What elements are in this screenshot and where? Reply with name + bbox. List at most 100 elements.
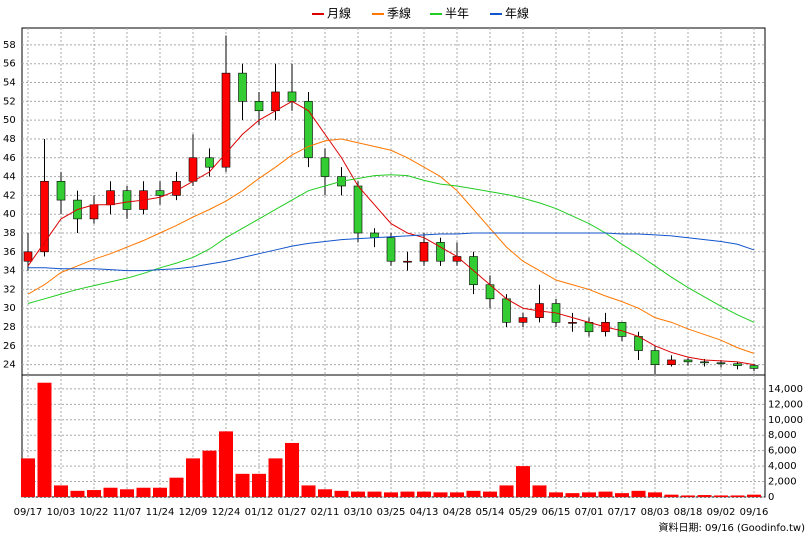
x-tick-label: 09/16 [740,507,769,518]
volume-bar [120,489,134,497]
y-tick-label: 8,000 [768,430,797,441]
y-tick-label: 0 [768,492,774,503]
x-tick-label: 11/24 [146,507,175,518]
x-tick-label: 07/01 [575,507,604,518]
volume-bar [37,382,52,497]
y-tick-label: 26 [3,341,16,352]
volume-bar [268,458,283,497]
volume-bar [153,487,167,497]
y-tick-label: 46 [3,153,16,164]
candle-body [386,237,396,262]
candle-body [40,180,49,253]
y-tick-label: 30 [3,303,16,314]
x-tick-label: 05/14 [476,507,505,518]
moving-average-line [28,232,755,272]
volume-bar [400,491,415,497]
volume-bar [169,477,184,497]
volume-bar [301,485,316,497]
y-tick-label: 54 [3,78,16,89]
volume-bar [549,492,563,497]
volume-bar [532,485,547,497]
x-tick-label: 08/18 [674,507,703,518]
x-tick-label: 11/07 [113,507,142,518]
candle-body [749,365,759,369]
y-tick-label: 40 [3,209,16,220]
volume-bar [54,485,68,497]
candle-body [518,317,528,323]
y-tick-label: 56 [3,59,16,70]
y-tick-label: 2,000 [768,477,797,488]
candle-body [617,322,627,337]
candle-body [419,242,429,262]
candle-body [683,359,693,363]
legend-label: 月線 [327,6,351,21]
volume-bar [648,492,662,497]
volume-bar [565,493,580,497]
y-tick-label: 12,000 [768,399,803,410]
y-tick-label: 44 [3,172,16,183]
x-tick-label: 07/17 [608,507,637,518]
candle-body [650,350,660,365]
candle-body [221,72,231,168]
x-tick-label: 01/12 [245,507,274,518]
volume-bar [747,494,761,497]
x-tick-label: 01/27 [278,507,307,518]
moving-average-line [27,138,755,354]
volume-bar [582,492,596,497]
x-tick-label: 06/15 [542,507,571,518]
candle-body [155,190,165,196]
volume-bar [417,491,431,497]
x-tick-label: 02/11 [311,507,340,518]
x-tick-label: 04/28 [443,507,472,518]
candle-body [320,157,330,177]
candle-body [106,190,115,206]
y-tick-label: 24 [3,360,16,371]
volume-bar [499,485,514,497]
volume-bar [483,491,497,497]
legend-label: 年線 [505,6,529,21]
volume-bar [103,487,118,497]
x-tick-label: 08/03 [641,507,670,518]
candle-body [188,157,198,182]
volume-bar [252,473,266,497]
volume-bar [202,450,217,497]
volume-bar [450,492,464,497]
volume-bar [384,492,398,497]
candle-body [172,180,181,196]
candle-body [56,180,66,201]
candle-body [205,157,214,168]
y-tick-label: 6,000 [768,446,797,457]
candle-body [584,322,594,333]
x-tick-label: 05/29 [509,507,538,518]
candle-body [89,204,99,220]
candle-body [304,101,313,159]
volume-bar [186,458,200,497]
x-tick-label: 10/22 [80,507,109,518]
y-tick-label: 52 [3,96,16,107]
legend-label: 半年 [445,7,469,21]
candle-body [733,363,742,366]
candle-body [353,185,363,234]
candle-body [568,322,577,324]
y-tick-label: 34 [3,266,16,277]
candle-body [23,251,33,262]
volume-bar [21,458,35,497]
candle-body [271,91,280,112]
volume-bar [516,466,530,497]
y-tick-label: 10,000 [768,415,803,426]
candle-body [122,190,132,210]
y-tick-label: 14,000 [768,384,803,395]
candle-body [403,260,412,263]
volume-bar [87,490,101,497]
x-tick-label: 03/10 [344,507,373,518]
volume-bar [334,490,349,497]
volume-bar [351,491,365,497]
legend-label: 季線 [387,6,411,21]
volume-bar [136,487,151,497]
volume-bar [235,473,250,497]
volume-bar [664,494,679,497]
volume-bar [285,442,299,497]
y-tick-label: 42 [3,190,16,201]
y-tick-label: 4,000 [768,461,797,472]
